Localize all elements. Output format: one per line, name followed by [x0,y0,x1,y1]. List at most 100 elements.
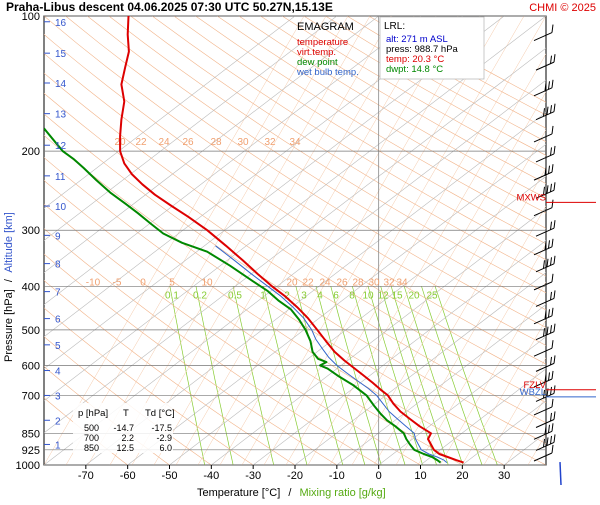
y-tick-label: 500 [22,325,40,337]
x-tick-label: 10 [414,470,426,482]
lrl-title: LRL: [384,21,405,32]
saturation-label: 32 [383,277,395,288]
y-tick-label: 1000 [16,460,40,472]
wind-barb-feather [551,105,552,113]
y-tick-label: 850 [22,428,40,440]
y-axis-label-pressure: Pressure [hPa] [3,289,15,362]
wind-barb-feather [551,147,552,155]
mixing-ratio-label: 8 [349,290,355,301]
mixing-ratio-label: 0.2 [193,290,207,301]
altitude-tick-label: 15 [55,49,67,60]
saturation-label: 32 [264,137,276,148]
wind-barb-feather [552,200,553,208]
y-tick-label: 300 [22,225,40,237]
surface-wind-marker [560,462,561,485]
y-tick-label: 700 [22,390,40,402]
wind-barb-feather [551,222,552,230]
wind-barb-feather [547,107,548,115]
wind-barb-feather [551,357,552,365]
saturation-line [550,16,600,465]
level-table-cell: 6.0 [159,443,172,453]
saturation-label: 28 [352,277,364,288]
saturation-label: 22 [302,277,314,288]
mixing-ratio-label: 25 [426,290,438,301]
mixing-ratio-label: 4 [317,290,323,301]
level-table-header-t: T [123,408,129,419]
level-table-cell: 850 [84,443,99,453]
altitude-tick-label: 3 [55,391,61,402]
mixing-ratio-label: 6 [333,290,339,301]
saturation-label: 22 [135,137,147,148]
wind-barb-feather [551,56,552,64]
x-axis-label-mixing: Mixing ratio [g/kg] [299,487,385,499]
saturation-label: 26 [182,137,194,148]
saturation-label: 24 [158,137,170,148]
level-table-header-p: p [hPa] [78,408,108,419]
wind-barb-feather [552,399,553,407]
wind-barb-feather [551,387,552,395]
wind-barb-feather [554,434,555,442]
wind-barb-feather [552,445,553,453]
mixing-ratio-label: 0.5 [228,290,242,301]
wind-barb-feather [552,308,553,316]
altitude-tick-label: 13 [55,110,67,121]
altitude-tick-label: 12 [55,141,67,152]
altitude-tick-label: 5 [55,341,61,352]
dry-adiabat-label: -5 [113,277,122,288]
wind-barb-feather [554,355,555,363]
lrl-box: LRL: alt: 271 m ASL press: 988.7 hPa tem… [380,17,484,79]
saturation-label: 30 [368,277,380,288]
wind-barb-feather [551,184,552,192]
altitude-tick-label: 1 [55,440,61,451]
wind-barb-feather [554,220,555,228]
y-tick-label: 600 [22,360,40,372]
dry-adiabat-label: -10 [86,277,101,288]
wind-barb-feather [551,325,552,333]
altitude-tick-label: 11 [55,172,66,183]
saturation-label: 24 [319,277,331,288]
wind-barb-feather [554,54,555,62]
saturation-label: 34 [396,277,408,288]
x-tick-label: -20 [287,470,303,482]
mixing-ratio-label: 3 [301,290,307,301]
altitude-tick-label: 16 [55,18,67,29]
level-table-header-td: Td [°C] [145,408,175,419]
wind-barb-feather [552,423,553,431]
wind-barb-feather [549,240,550,248]
y-tick-label: 200 [22,146,40,158]
wind-barb-feather [552,340,553,348]
level-table-cell: 500 [84,423,99,433]
wind-barb-feather [549,372,550,380]
y-tick-label: 100 [22,11,40,23]
wind-barb-feather [547,259,548,267]
legend-item-wet-bulb: wet bulb temp. [296,67,359,78]
x-tick-label: 20 [456,470,468,482]
mixing-ratio-label: 0.1 [165,290,179,301]
altitude-tick-label: 6 [55,315,61,326]
x-tick-label: -70 [78,470,94,482]
wind-barb-feather [554,290,555,298]
level-table-cell: 2.2 [121,433,134,443]
saturation-label: 28 [210,137,222,148]
mxws-marker-label: MXWS [516,192,546,203]
dry-adiabat-label: 10 [201,277,213,288]
wind-barb-feather [547,327,548,335]
wind-barb-feather [551,436,552,444]
wind-barb-feather [554,182,555,190]
wind-barb-feather [554,146,555,154]
level-table-cell: 700 [84,433,99,443]
wind-barb-feather [547,437,548,445]
altitude-tick-label: 2 [55,416,61,427]
x-axis-label: Temperature [°C] / Mixing ratio [g/kg] [197,487,386,499]
saturation-label: 34 [289,137,301,148]
wind-barb-feather [549,425,550,433]
level-table-cell: 12.5 [116,443,134,453]
mixing-ratio-label: 10 [362,290,374,301]
wind-barb-feather [552,80,553,88]
wind-barb-feather [549,309,550,317]
altitude-tick-label: 8 [55,260,61,271]
legend-title: EMAGRAM [297,21,354,33]
wind-barb-feather [551,413,552,421]
